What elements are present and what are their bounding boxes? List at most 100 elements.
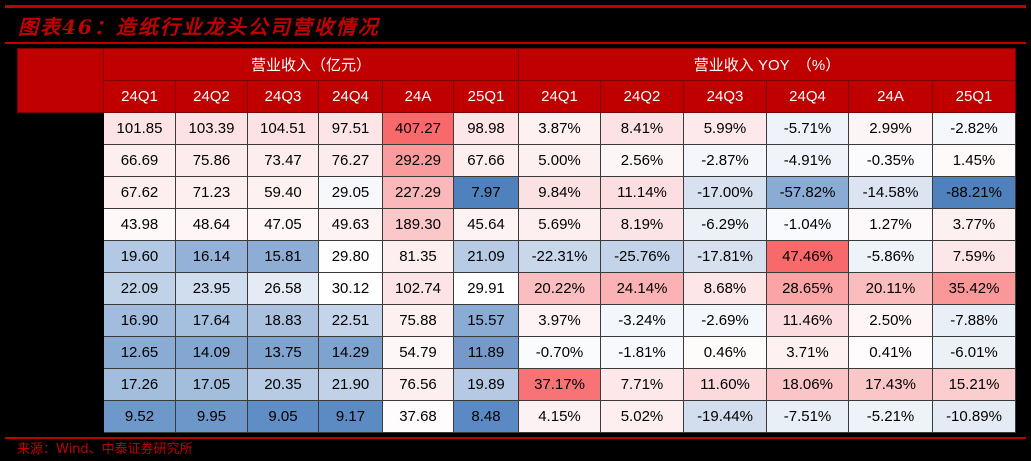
revenue-cell: 75.86 [175,144,248,177]
company-name-cell [17,112,104,145]
revenue-cell: 103.39 [175,112,248,145]
yoy-cell: 7.71% [600,368,684,401]
yoy-cell: 17.43% [848,368,933,401]
revenue-cell: 66.69 [103,144,176,177]
yoy-cell: -3.24% [600,304,684,337]
yoy-cell: 15.21% [932,368,1016,401]
revenue-cell: 15.57 [453,304,519,337]
revenue-cell: 43.98 [103,208,176,241]
yoy-group-header: 营业收入 YOY （%） [518,48,1016,81]
table-row: 67.62 71.23 59.40 29.05 227.29 7.97 9.84% 11.14… [17,176,1016,209]
revenue-cell: 48.64 [175,208,248,241]
revenue-cell: 7.97 [453,176,519,209]
revenue-cell: 76.27 [318,144,383,177]
revenue-cell: 292.29 [382,144,454,177]
revenue-cell: 21.09 [453,240,519,273]
yoy-cell: -10.89% [932,400,1016,433]
yoy-cell: -7.51% [766,400,849,433]
yoy-cell: -0.70% [518,336,601,369]
revenue-cell: 26.58 [247,272,319,305]
company-name-cell [17,368,104,401]
revenue-cell: 30.12 [318,272,383,305]
yoy-cell: 11.14% [600,176,684,209]
yoy-col-header: 24Q2 [600,80,684,113]
company-name-cell [17,336,104,369]
revenue-cell: 47.05 [247,208,319,241]
table-row: 9.52 9.95 9.05 9.17 37.68 8.48 4.15% 5.02% -19.4… [17,400,1016,433]
yoy-cell: -7.88% [932,304,1016,337]
yoy-cell: 9.84% [518,176,601,209]
company-name-cell [17,176,104,209]
revenue-cell: 75.88 [382,304,454,337]
yoy-cell: 37.17% [518,368,601,401]
yoy-cell: 5.69% [518,208,601,241]
company-name-cell [17,144,104,177]
revenue-cell: 102.74 [382,272,454,305]
table-row: 16.90 17.64 18.83 22.51 75.88 15.57 3.97% -3.24… [17,304,1016,337]
yoy-cell: 3.87% [518,112,601,145]
company-name-cell [17,304,104,337]
revenue-cell: 16.90 [103,304,176,337]
yoy-col-header: 24Q4 [766,80,849,113]
revenue-col-header: 24A [382,80,454,113]
revenue-cell: 9.05 [247,400,319,433]
corner-header-cell [17,48,104,113]
yoy-cell: -25.76% [600,240,684,273]
table-row: 43.98 48.64 47.05 49.63 189.30 45.64 5.69% 8.19… [17,208,1016,241]
revenue-cell: 67.62 [103,176,176,209]
yoy-cell: -2.69% [683,304,767,337]
revenue-cell: 14.09 [175,336,248,369]
revenue-cell: 9.17 [318,400,383,433]
revenue-cell: 407.27 [382,112,454,145]
yoy-cell: 2.99% [848,112,933,145]
revenue-col-header: 24Q2 [175,80,248,113]
revenue-cell: 37.68 [382,400,454,433]
yoy-cell: 5.99% [683,112,767,145]
yoy-cell: -57.82% [766,176,849,209]
revenue-col-header: 24Q1 [103,80,176,113]
table-row: 19.60 16.14 15.81 29.80 81.35 21.09 -22.31% -25… [17,240,1016,273]
revenue-cell: 23.95 [175,272,248,305]
yoy-cell: 8.68% [683,272,767,305]
revenue-cell: 101.85 [103,112,176,145]
yoy-cell: -14.58% [848,176,933,209]
yoy-cell: -6.01% [932,336,1016,369]
table-row: 22.09 23.95 26.58 30.12 102.74 29.91 20.22% 24.… [17,272,1016,305]
revenue-cell: 67.66 [453,144,519,177]
bottom-rule [5,437,1026,439]
yoy-cell: 24.14% [600,272,684,305]
yoy-cell: 11.60% [683,368,767,401]
revenue-cell: 49.63 [318,208,383,241]
yoy-cell: 0.46% [683,336,767,369]
yoy-cell: 3.77% [932,208,1016,241]
revenue-cell: 29.80 [318,240,383,273]
yoy-cell: -19.44% [683,400,767,433]
revenue-cell: 15.81 [247,240,319,273]
yoy-cell: 2.56% [600,144,684,177]
revenue-cell: 9.95 [175,400,248,433]
table-row: 66.69 75.86 73.47 76.27 292.29 67.66 5.00% 2.56… [17,144,1016,177]
yoy-cell: 2.50% [848,304,933,337]
yoy-cell: -1.81% [600,336,684,369]
yoy-cell: 1.45% [932,144,1016,177]
yoy-col-header: 25Q1 [932,80,1016,113]
yoy-cell: 20.22% [518,272,601,305]
revenue-cell: 29.91 [453,272,519,305]
revenue-cell: 19.60 [103,240,176,273]
yoy-cell: -88.21% [932,176,1016,209]
revenue-group-header: 营业收入（亿元） [103,48,519,81]
revenue-cell: 21.90 [318,368,383,401]
yoy-cell: -1.04% [766,208,849,241]
revenue-cell: 81.35 [382,240,454,273]
revenue-col-header: 24Q4 [318,80,383,113]
yoy-cell: 35.42% [932,272,1016,305]
table-row: 12.65 14.09 13.75 14.29 54.79 11.89 -0.70% -1.8… [17,336,1016,369]
revenue-cell: 189.30 [382,208,454,241]
top-rule [5,5,1026,8]
yoy-cell: 1.27% [848,208,933,241]
chart-title: 图表46：造纸行业龙头公司营收情况 [18,15,380,39]
yoy-cell: 5.02% [600,400,684,433]
revenue-cell: 16.14 [175,240,248,273]
yoy-cell: 8.19% [600,208,684,241]
yoy-cell: 3.97% [518,304,601,337]
